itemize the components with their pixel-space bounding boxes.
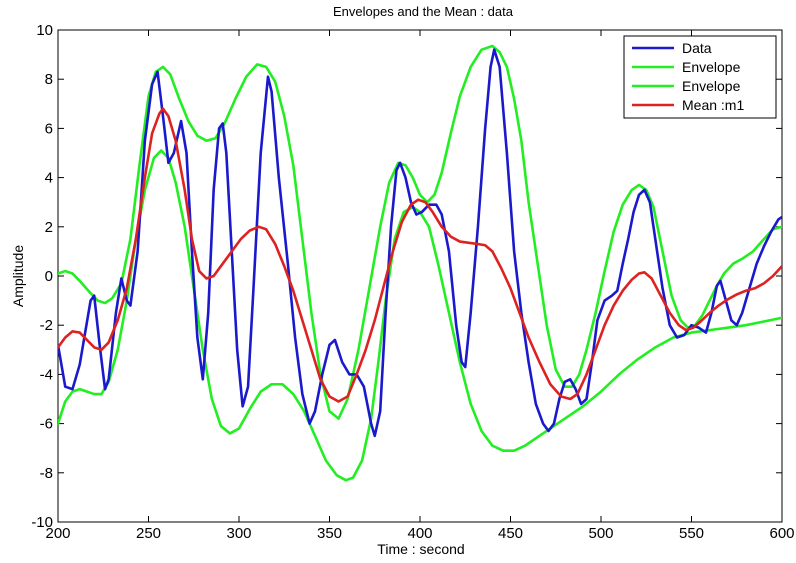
- y-tick-label: 0: [45, 268, 53, 285]
- legend-label: Data: [682, 40, 712, 56]
- series-line-envelope-2: [58, 149, 782, 482]
- y-tick-label: -8: [40, 465, 53, 482]
- series-line-data-0: [58, 48, 782, 438]
- x-tick-label: 350: [317, 525, 342, 542]
- y-tick-label: 4: [45, 170, 53, 187]
- y-tick-label: 6: [45, 120, 53, 137]
- x-tick-label: 550: [679, 525, 704, 542]
- x-tick-label: 450: [498, 525, 523, 542]
- y-tick-label: -10: [31, 514, 53, 531]
- x-tick-label: 500: [588, 525, 613, 542]
- y-axis-label: Amplitude: [10, 245, 26, 307]
- x-tick-label: 300: [226, 525, 251, 542]
- y-tick-label: 10: [36, 22, 53, 39]
- series-line-envelope-1: [58, 44, 782, 420]
- y-tick-label: -2: [40, 317, 53, 334]
- y-tick-label: 8: [45, 71, 53, 88]
- y-tick-label: -4: [40, 366, 53, 383]
- y-tick-label: 2: [45, 219, 53, 236]
- x-tick-label: 200: [45, 525, 70, 542]
- x-axis-label: Time : second: [377, 541, 464, 557]
- x-tick-label: 600: [769, 525, 794, 542]
- legend-label: Envelope: [682, 59, 741, 75]
- legend: Data Envelope Envelope Mean :m1: [623, 35, 777, 119]
- x-tick-label: 400: [407, 525, 432, 542]
- series-line-mean-m1-3: [58, 107, 782, 403]
- legend-label: Envelope: [682, 78, 741, 94]
- legend-label: Mean :m1: [682, 97, 744, 113]
- x-tick-label: 250: [136, 525, 161, 542]
- y-tick-label: -6: [40, 416, 53, 433]
- chart-title: Envelopes and the Mean : data: [333, 4, 514, 19]
